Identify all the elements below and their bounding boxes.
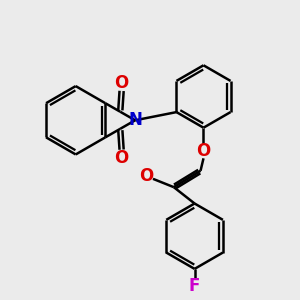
Text: O: O: [139, 167, 154, 185]
Text: O: O: [115, 149, 129, 167]
Text: N: N: [129, 111, 143, 129]
Text: F: F: [189, 277, 200, 295]
Text: O: O: [196, 142, 210, 160]
Text: O: O: [115, 74, 129, 92]
